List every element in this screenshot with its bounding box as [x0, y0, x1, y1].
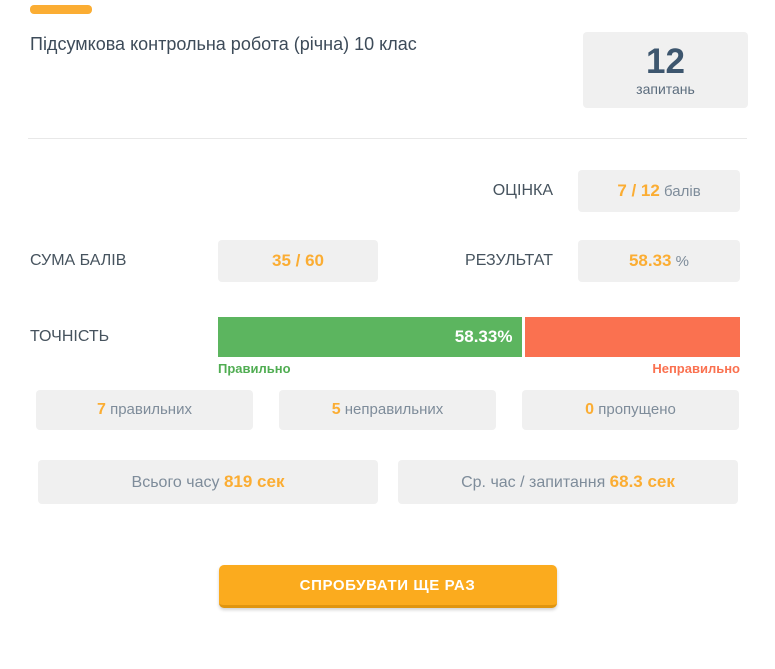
- result-value-box: 58.33 %: [578, 240, 740, 282]
- questions-count-box: 12 запитань: [583, 32, 748, 108]
- accuracy-bar: 58.33%: [218, 317, 740, 357]
- total-time-label: Всього часу: [131, 474, 224, 491]
- stat-incorrect-label: неправильних: [340, 401, 444, 418]
- page-title: Підсумкова контрольна робота (річна) 10 …: [30, 34, 417, 54]
- total-time-box: Всього часу 819 сек: [38, 460, 378, 504]
- top-accent-bar: [30, 5, 92, 14]
- avg-time-value: 68.3 сек: [609, 472, 675, 491]
- stat-skipped-value: 0: [585, 401, 595, 418]
- result-unit: %: [671, 253, 690, 270]
- sum-points-value: 35 / 60: [272, 251, 324, 270]
- total-time-value: 819 сек: [223, 472, 285, 491]
- avg-time-box: Ср. час / запитання 68.3 сек: [398, 460, 738, 504]
- avg-time-label: Ср. час / запитання: [461, 474, 610, 491]
- accuracy-label: ТОЧНІСТЬ: [30, 328, 110, 345]
- retry-button[interactable]: СПРОБУВАТИ ЩЕ РАЗ: [218, 565, 557, 608]
- stat-incorrect-value: 5: [331, 401, 341, 418]
- stat-skipped-label: пропущено: [594, 401, 676, 418]
- stat-skipped-box: 0 пропущено: [522, 390, 739, 430]
- result-value: 58.33: [628, 251, 672, 270]
- stat-correct-box: 7 правильних: [36, 390, 253, 430]
- stat-incorrect-box: 5 неправильних: [279, 390, 496, 430]
- grade-value: 7 / 12: [617, 181, 660, 200]
- stats-row: 7 правильних 5 неправильних 0 пропущено: [36, 390, 739, 430]
- accuracy-bar-incorrect: [525, 317, 740, 357]
- sum-points-label: СУМА БАЛІВ: [30, 252, 127, 269]
- grade-label: ОЦІНКА: [492, 182, 553, 199]
- accuracy-caption-correct: Правильно: [218, 361, 291, 376]
- grade-unit: балів: [659, 183, 701, 200]
- questions-count: 12: [646, 41, 685, 81]
- stat-correct-label: правильних: [105, 401, 192, 418]
- accuracy-caption-incorrect: Неправильно: [652, 361, 740, 376]
- accuracy-bar-correct: 58.33%: [218, 317, 523, 357]
- section-divider: [28, 138, 747, 139]
- sum-points-value-box: 35 / 60: [218, 240, 378, 282]
- questions-caption: запитань: [636, 80, 695, 97]
- stat-correct-value: 7: [97, 401, 106, 418]
- result-label: РЕЗУЛЬТАТ: [465, 252, 553, 269]
- grade-value-box: 7 / 12 балів: [578, 170, 740, 212]
